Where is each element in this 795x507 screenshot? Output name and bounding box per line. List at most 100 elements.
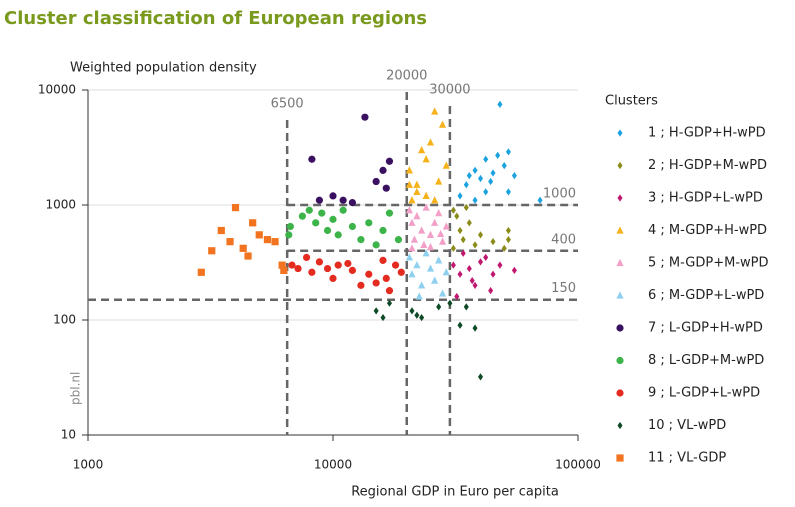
point	[372, 241, 380, 249]
point	[477, 258, 484, 266]
point	[385, 287, 394, 295]
point	[472, 166, 478, 174]
reference-label: 20000	[386, 69, 427, 84]
point	[426, 138, 435, 146]
point	[466, 219, 472, 227]
point	[505, 226, 511, 235]
point	[490, 238, 496, 246]
point	[488, 287, 494, 295]
legend-marker	[617, 161, 623, 170]
point	[435, 209, 443, 217]
point	[431, 107, 439, 115]
legend-marker	[616, 324, 624, 332]
point	[405, 166, 413, 174]
point	[505, 188, 511, 196]
point	[454, 292, 460, 301]
point	[348, 198, 356, 207]
legend-marker	[616, 356, 624, 365]
point	[438, 289, 447, 297]
x-tick-label: 10000	[314, 458, 352, 472]
point	[197, 268, 205, 276]
point	[426, 230, 435, 238]
y-tick-label: 1000	[45, 198, 76, 212]
point	[422, 203, 430, 211]
legend-label: 6 ; M-GDP+L-wPD	[648, 288, 764, 303]
point	[334, 231, 342, 239]
point	[217, 226, 225, 235]
point	[380, 313, 386, 322]
point	[472, 281, 478, 289]
point	[460, 249, 466, 257]
point	[463, 181, 469, 189]
point	[286, 222, 294, 231]
legend-label: 1 ; H-GDP+H-wPD	[648, 126, 766, 141]
point	[472, 196, 478, 204]
point	[501, 244, 507, 252]
point	[450, 261, 456, 269]
point	[348, 266, 356, 274]
point	[409, 307, 415, 315]
point	[323, 226, 332, 235]
point	[231, 203, 240, 212]
point	[442, 161, 450, 169]
point	[405, 206, 413, 214]
point	[422, 191, 430, 199]
point	[379, 166, 387, 174]
point	[490, 169, 496, 177]
point	[405, 253, 413, 261]
point	[483, 188, 489, 196]
point	[472, 324, 478, 332]
point	[418, 146, 426, 154]
point	[415, 292, 423, 300]
point	[431, 196, 439, 204]
point	[450, 244, 456, 252]
point	[454, 212, 460, 220]
point	[379, 256, 387, 264]
point	[490, 270, 496, 278]
reference-label: 1000	[543, 187, 576, 202]
point	[413, 180, 421, 188]
point	[408, 196, 416, 204]
point	[271, 238, 279, 246]
point	[477, 174, 484, 183]
point	[447, 299, 453, 307]
point	[437, 229, 445, 238]
y-tick-label: 10000	[38, 83, 76, 97]
point	[382, 274, 390, 283]
point	[495, 151, 501, 159]
point	[280, 266, 288, 274]
point	[329, 274, 337, 283]
legend-label: 3 ; H-GDP+L-wPD	[648, 191, 763, 206]
point	[239, 244, 247, 252]
point	[435, 177, 443, 185]
point	[511, 266, 517, 274]
point	[339, 196, 347, 204]
point	[431, 218, 439, 226]
point	[466, 172, 472, 180]
point	[408, 244, 416, 252]
point	[426, 264, 435, 272]
point	[382, 184, 390, 192]
legend-marker	[616, 258, 624, 267]
point	[497, 261, 503, 269]
point	[477, 231, 484, 239]
point	[315, 196, 323, 204]
x-axis-label: Regional GDP in Euro per capita	[351, 485, 559, 500]
point	[372, 177, 380, 186]
point	[469, 277, 475, 285]
point	[305, 206, 313, 214]
point	[477, 373, 484, 381]
point	[537, 196, 543, 204]
point	[488, 177, 494, 186]
point	[294, 264, 302, 273]
point	[431, 276, 439, 284]
point	[472, 241, 478, 249]
point	[344, 259, 352, 268]
point	[278, 261, 286, 269]
point	[457, 321, 463, 329]
point	[483, 155, 489, 163]
legend-label: 10 ; VL-wPD	[648, 418, 726, 433]
point	[334, 261, 342, 269]
point	[410, 235, 419, 243]
point	[457, 192, 463, 200]
